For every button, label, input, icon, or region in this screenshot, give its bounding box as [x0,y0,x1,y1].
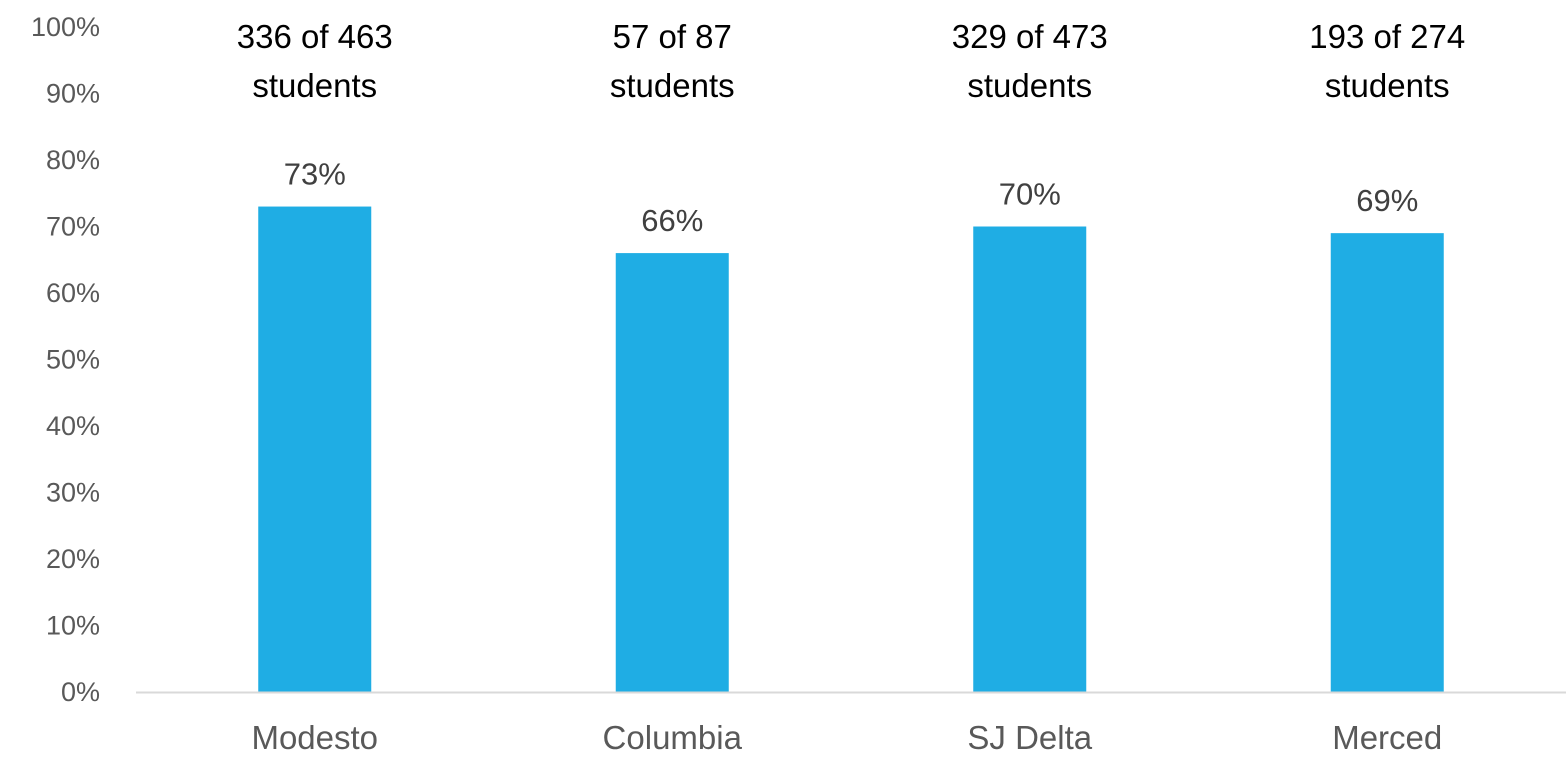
annotations-group: 336 of 463 students 57 of 87 students 329 of… [237,18,1465,104]
bars-group [258,206,1444,693]
bar [615,253,729,692]
y-tick-label: 0% [61,677,100,707]
x-category-label: Merced [1332,719,1442,756]
annotation-label: students [252,67,377,104]
x-category-label: Columbia [603,719,743,756]
x-category-label: Modesto [251,719,378,756]
y-tick-label: 30% [46,478,100,508]
annotation-label: 193 of 274 [1309,18,1465,55]
y-tick-label: 70% [46,212,100,242]
y-axis-tick-labels: 0% 10% 20% 30% 40% 50% 60% 70% 80% 90% 100% [31,12,100,707]
annotation-label: students [1325,67,1450,104]
data-labels-group: 73% 66% 70% 69% [284,157,1419,239]
bar [1330,233,1444,692]
y-tick-label: 60% [46,278,100,308]
y-tick-label: 20% [46,544,100,574]
y-tick-label: 90% [46,79,100,109]
y-tick-label: 10% [46,611,100,641]
bar [258,206,372,693]
data-label: 69% [1356,183,1418,218]
x-axis-category-labels: Modesto Columbia SJ Delta Merced [251,719,1442,756]
annotation-label: 329 of 473 [952,18,1108,55]
y-tick-label: 40% [46,411,100,441]
data-label: 70% [999,177,1061,212]
y-tick-label: 100% [31,12,100,42]
annotation-label: 336 of 463 [237,18,393,55]
y-tick-label: 50% [46,345,100,375]
annotation-label: 57 of 87 [613,18,732,55]
data-label: 73% [284,157,346,192]
annotation-label: students [967,67,1092,104]
x-category-label: SJ Delta [967,719,1092,756]
bar [973,226,1087,692]
data-label: 66% [641,203,703,238]
y-tick-label: 80% [46,145,100,175]
annotation-label: students [610,67,735,104]
